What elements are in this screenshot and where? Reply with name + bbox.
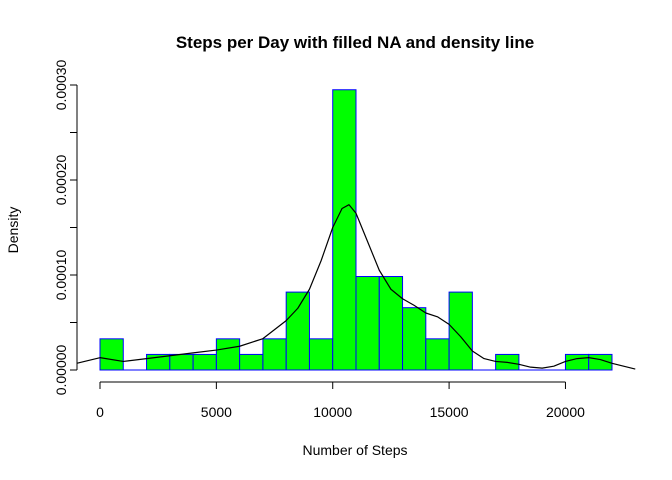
x-tick-label: 20000 — [546, 404, 585, 420]
x-tick-label: 0 — [96, 404, 104, 420]
x-axis: 0 5000 10000 15000 20000 — [96, 381, 585, 420]
histogram-bar — [448, 291, 473, 371]
histogram-bar — [332, 89, 357, 371]
histogram-bar — [215, 338, 241, 371]
histogram-bar — [169, 353, 194, 371]
histogram-bar — [425, 338, 450, 371]
x-tick-label: 10000 — [313, 404, 352, 420]
x-tick-label: 5000 — [201, 404, 232, 420]
x-tick-label: 15000 — [430, 404, 469, 420]
y-axis: 0.00000 0.00010 0.00020 0.00030 — [53, 59, 78, 395]
y-tick-label: 0.00000 — [53, 344, 69, 395]
histogram-bar — [262, 338, 287, 371]
y-tick-label: 0.00030 — [53, 59, 69, 110]
density-layer — [76, 204, 636, 370]
histogram-bar — [402, 307, 427, 371]
y-tick-label: 0.00010 — [53, 249, 69, 300]
histogram-bar — [308, 338, 334, 371]
x-axis-label: Number of Steps — [302, 442, 407, 458]
histogram-bar — [564, 353, 590, 371]
density-line — [76, 204, 636, 370]
histogram-bar — [285, 291, 310, 371]
histogram-bar — [378, 276, 404, 371]
histogram-bar — [355, 276, 380, 371]
histogram-bar — [99, 338, 124, 371]
histogram-bar — [239, 353, 264, 371]
histogram-bars — [99, 89, 613, 371]
chart-title: Steps per Day with filled NA and density… — [176, 33, 534, 52]
histogram-bar — [192, 353, 217, 371]
y-tick-label: 0.00020 — [53, 154, 69, 205]
y-axis-label: Density — [5, 207, 21, 254]
